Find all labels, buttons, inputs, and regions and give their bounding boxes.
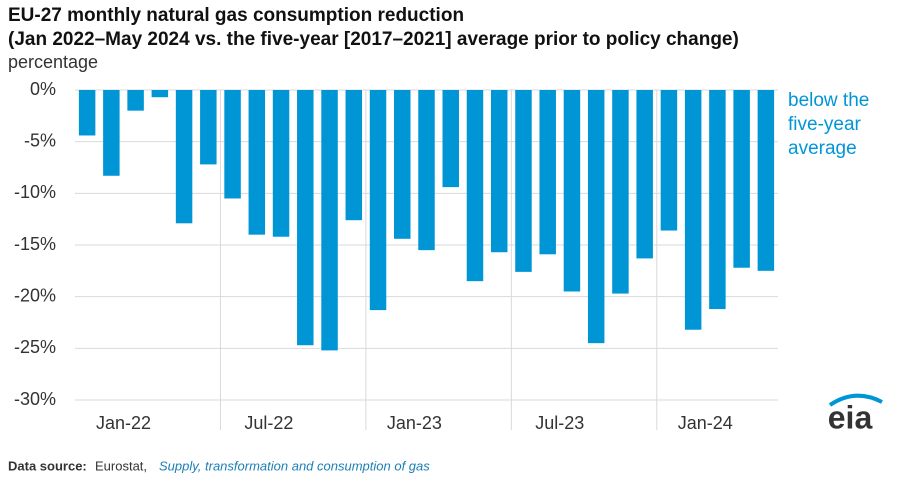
y-tick-label: -25% <box>14 337 56 357</box>
y-tick-label: -10% <box>14 182 56 202</box>
bar <box>297 90 314 346</box>
annotation: average <box>788 138 857 159</box>
x-tick-label: Jul-23 <box>535 413 584 433</box>
source-label: Data source: <box>8 458 87 473</box>
bar <box>418 90 435 251</box>
bar <box>103 90 120 176</box>
bar <box>369 90 387 311</box>
bar <box>587 90 605 344</box>
source: Eurostat, <box>95 458 147 473</box>
bar <box>224 90 241 199</box>
bar <box>394 90 411 239</box>
bar <box>563 90 581 292</box>
bar <box>175 90 193 224</box>
y-axis-label: percentage <box>8 52 98 72</box>
bar <box>515 90 532 272</box>
bar <box>539 90 556 255</box>
bar <box>272 90 290 237</box>
y-tick-label: -30% <box>14 389 56 409</box>
bar <box>466 90 484 282</box>
bar <box>321 90 338 351</box>
bar <box>684 90 702 330</box>
bar <box>442 90 459 188</box>
x-tick-label: Jan-22 <box>96 413 151 433</box>
logo: eia <box>828 399 873 435</box>
y-tick-label: -5% <box>24 130 56 150</box>
x-tick-label: Jan-23 <box>387 413 442 433</box>
x-tick-label: Jan-24 <box>678 413 733 433</box>
x-tick-label: Jul-22 <box>244 413 293 433</box>
y-tick-label: 0% <box>30 79 56 99</box>
logo-arc <box>828 393 883 407</box>
bar <box>612 90 629 294</box>
bar <box>78 90 96 136</box>
annotation: below the <box>788 90 869 111</box>
annotation: five-year <box>788 114 862 135</box>
chart-subtitle: (Jan 2022–May 2024 vs. the five-year [20… <box>8 29 739 50</box>
bar <box>709 90 726 310</box>
bar <box>345 90 363 221</box>
bar <box>490 90 508 253</box>
bar <box>127 90 144 111</box>
bar <box>733 90 750 268</box>
bar <box>660 90 678 231</box>
y-tick-label: -20% <box>14 285 56 305</box>
y-tick-label: -15% <box>14 234 56 254</box>
bar <box>757 90 775 271</box>
bar <box>200 90 217 165</box>
source-link[interactable]: Supply, transformation and consumption o… <box>159 458 430 473</box>
bar <box>151 90 169 98</box>
bar <box>636 90 653 259</box>
bar <box>248 90 266 235</box>
chart-title: EU-27 monthly natural gas consumption re… <box>8 5 464 26</box>
